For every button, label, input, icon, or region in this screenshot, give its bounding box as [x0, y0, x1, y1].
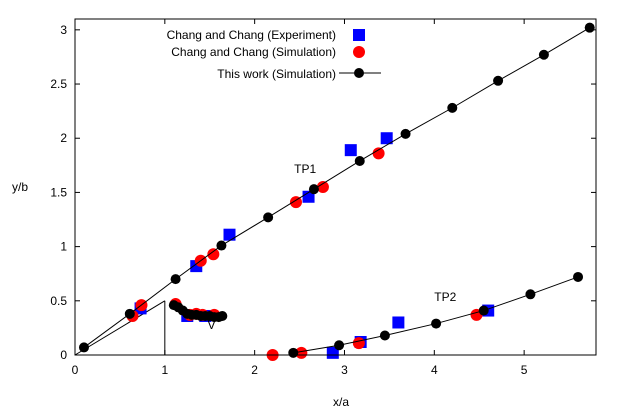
simulation-point	[295, 346, 308, 359]
experiment-point	[380, 132, 393, 145]
axes: 0 1 2 3 4 5 0 0.5 1 1.5 2 2.5 3	[50, 18, 597, 377]
y-axis-label: y/b	[12, 180, 28, 194]
this-work-point	[493, 75, 504, 86]
x-tick-label: 2	[251, 363, 258, 377]
y-tick-label: 3	[60, 23, 67, 37]
this-work-point	[78, 342, 89, 353]
x-tick-label: 5	[521, 363, 528, 377]
this-work-point	[525, 289, 536, 300]
experiment-point	[223, 228, 236, 241]
this-work-point	[288, 347, 299, 358]
simulation-point	[207, 248, 220, 261]
y-tick-label: 1	[60, 240, 67, 254]
legend-marker-simulation	[353, 46, 365, 58]
reference-line	[74, 300, 166, 356]
legend-marker-experiment	[353, 29, 365, 41]
y-tick-label: 0	[60, 348, 67, 362]
this-work-point	[478, 305, 489, 316]
x-axis-label: x/a	[333, 395, 349, 409]
simulation-point	[352, 337, 365, 350]
experiment-point	[392, 316, 405, 329]
x-tick-label: 3	[341, 363, 348, 377]
annotation-v: V	[208, 318, 216, 332]
simulation-point	[372, 147, 385, 160]
legend: Chang and Chang (Experiment) Chang and C…	[167, 28, 381, 81]
x-tick-label: 4	[431, 363, 438, 377]
annotation-tp2: TP2	[434, 290, 456, 304]
plot-area	[74, 22, 595, 361]
x-tick-label: 0	[72, 363, 79, 377]
x-tick-label: 1	[161, 363, 168, 377]
y-tick-label: 0.5	[50, 294, 67, 308]
y-tick-label: 1.5	[50, 185, 67, 199]
this-work-point	[431, 318, 442, 329]
this-work-point	[263, 212, 274, 223]
legend-marker-this-work	[354, 68, 364, 78]
legend-label-this-work: This work (Simulation)	[217, 67, 336, 81]
legend-label-experiment: Chang and Chang (Experiment)	[167, 28, 336, 42]
this-work-point	[538, 49, 549, 60]
annotations: TP1 TP2 V	[208, 162, 457, 332]
this-work-point	[447, 102, 458, 113]
this-work-point	[400, 128, 411, 139]
plot-frame	[74, 18, 597, 356]
this-work-point	[334, 340, 345, 351]
this-work-point	[124, 308, 135, 319]
this-work-point	[170, 274, 181, 285]
simulation-point	[289, 196, 302, 209]
this-work-point	[217, 310, 228, 321]
this-work-line	[83, 27, 590, 348]
experiment-point	[326, 346, 339, 359]
legend-label-simulation: Chang and Chang (Simulation)	[171, 45, 336, 59]
experiment-point	[344, 144, 357, 157]
this-work-point	[379, 330, 390, 341]
simulation-point	[316, 181, 329, 193]
this-work-point	[216, 240, 227, 251]
this-work-point	[573, 271, 584, 282]
annotation-tp1: TP1	[294, 162, 316, 176]
this-work-point	[584, 22, 595, 33]
y-tick-label: 2	[60, 131, 67, 145]
this-work-point	[354, 155, 365, 166]
this-work-point	[308, 184, 319, 195]
y-tick-label: 2.5	[50, 77, 67, 91]
